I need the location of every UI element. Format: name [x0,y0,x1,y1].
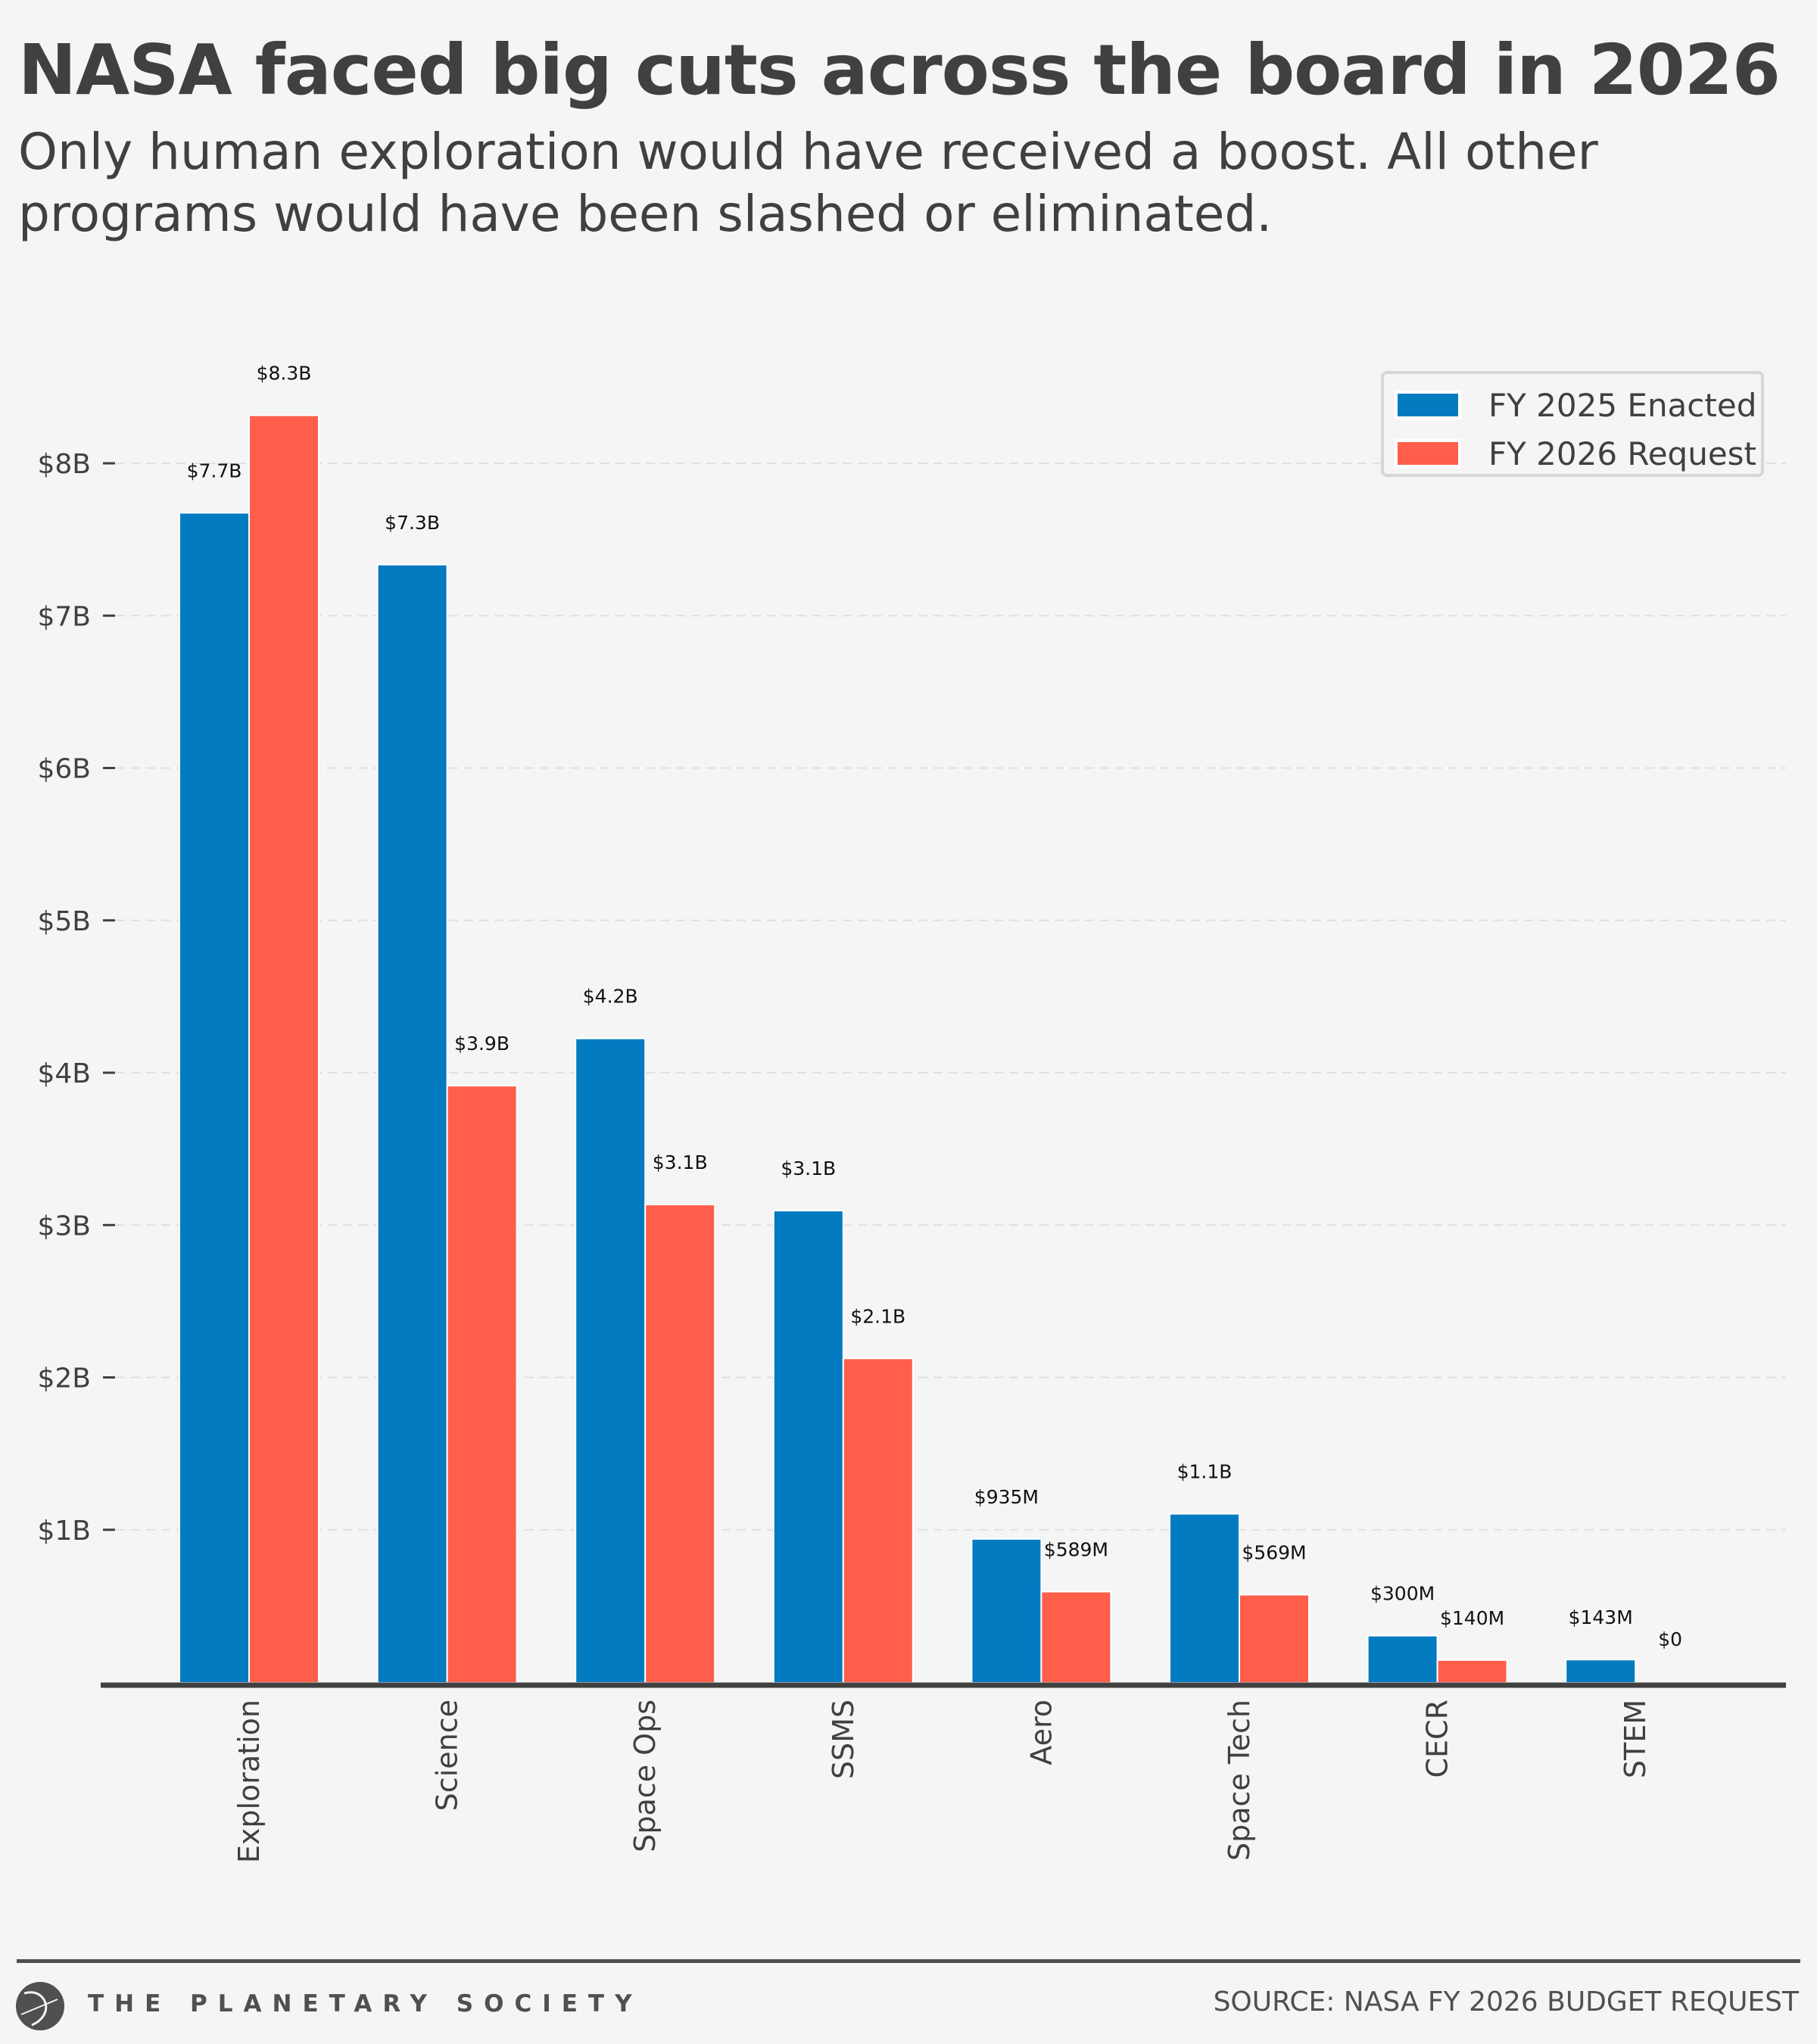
bar-fy2026-ssms [843,1359,912,1682]
value-labels: $7.7B $8.3B $7.3B $3.9B $4.2B $3.1B $3.1B $2.1B… [187,363,1683,1650]
source-note: SOURCE: NASA FY 2026 BUDGET REQUEST [1213,1986,1799,2018]
value-label: $1.1B [1177,1461,1233,1483]
value-label: $143M [1569,1606,1633,1628]
y-tick-label: $8B [37,449,91,480]
y-tick-label: $3B [37,1211,91,1242]
x-tick-label: Aero [1024,1700,1058,1765]
bar-fy2025-space-ops [576,1039,645,1682]
bar-fy2025-ssms [774,1211,843,1682]
bar-fy2026-space-ops [646,1205,715,1682]
x-tick-label: STEM [1619,1700,1652,1778]
bar-fy2025-space-tech [1170,1514,1239,1682]
gridlines [116,463,1786,1531]
value-label: $8.3B [257,363,312,385]
organization-name: THE PLANETARY SOCIETY [88,1990,643,2018]
chart-title: NASA faced big cuts across the board in … [18,30,1781,111]
legend-item-fy2025: FY 2025 Enacted [1395,386,1756,424]
y-tick-label: $7B [37,601,91,632]
legend-swatch-fy2025 [1395,391,1461,419]
legend-item-fy2026: FY 2026 Request [1395,435,1756,472]
planetary-society-logo-icon [16,1982,64,2030]
value-label: $140M [1440,1607,1504,1629]
y-tick-label: $2B [37,1363,91,1394]
bar-fy2026-aero [1042,1592,1111,1682]
x-tick-label: Space Ops [628,1700,662,1852]
bar-fy2025-cecr [1368,1636,1437,1682]
bar-fy2025-aero [972,1539,1041,1682]
value-label: $0 [1658,1628,1682,1650]
value-label: $3.9B [454,1033,510,1055]
x-axis-category-labels: Exploration Science Space Ops SSMS Aero Space… [232,1700,1652,1863]
value-label: $3.1B [653,1151,708,1173]
bars [179,414,1637,1682]
value-label: $7.7B [187,460,242,481]
x-tick-label: Science [431,1700,464,1811]
x-tick-label: Space Tech [1223,1700,1256,1861]
y-tick-label: $6B [37,754,91,785]
value-label: $7.3B [385,512,440,534]
chart-subtitle: Only human exploration would have receiv… [18,123,1598,243]
value-label: $569M [1242,1541,1306,1563]
bar-fy2026-exploration [250,416,318,1682]
y-tick-label: $5B [37,906,91,937]
value-label: $935M [974,1486,1039,1508]
legend: FY 2025 Enacted FY 2026 Request [1381,371,1764,477]
value-label: $300M [1370,1583,1435,1605]
value-label: $589M [1044,1538,1108,1560]
footer-divider [17,1959,1800,1963]
x-tick-label: Exploration [232,1700,266,1863]
y-tick-label: $4B [37,1058,91,1089]
legend-swatch-fy2026 [1395,439,1461,468]
value-label: $2.1B [850,1305,905,1327]
bar-fy2025-science [378,565,447,1682]
y-tick-label: $1B [37,1516,91,1547]
x-tick-label: CECR [1421,1700,1454,1778]
value-label: $4.2B [583,986,638,1008]
bar-fy2025-exploration [180,513,248,1682]
value-label: $3.1B [781,1158,836,1179]
legend-label-fy2025: FY 2025 Enacted [1488,386,1757,424]
y-axis: $1B $2B $3B $4B $5B $6B $7B $8B [37,449,115,1547]
bar-fy2026-space-tech [1240,1595,1308,1682]
legend-label-fy2026: FY 2026 Request [1488,435,1757,472]
bar-fy2025-stem [1566,1660,1635,1682]
x-tick-label: SSMS [827,1700,860,1779]
bar-fy2026-science [447,1086,516,1682]
bar-fy2026-cecr [1438,1660,1507,1682]
